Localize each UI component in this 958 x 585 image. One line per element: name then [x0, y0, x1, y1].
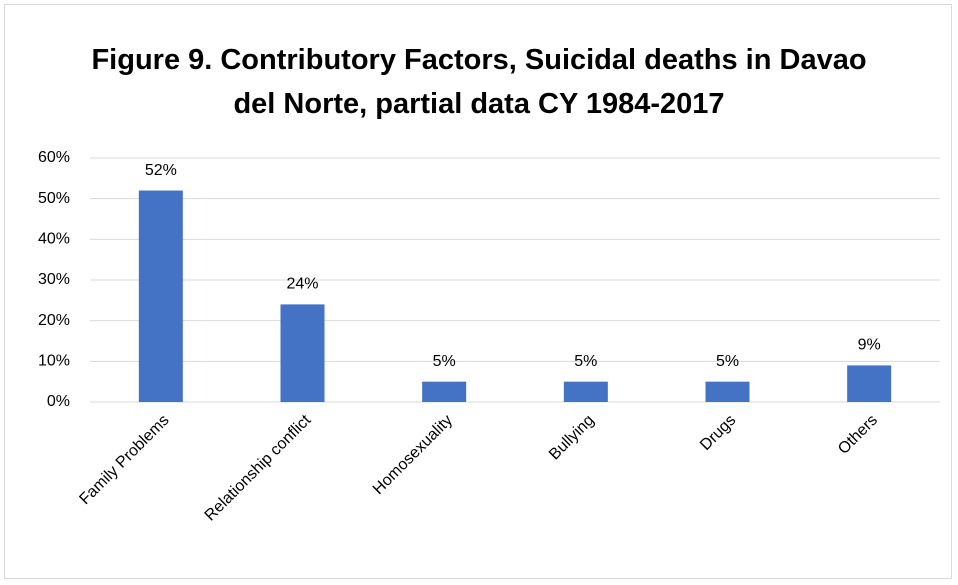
y-tick-label: 60% [38, 149, 70, 166]
bar [563, 381, 608, 402]
y-tick-label: 40% [38, 231, 70, 248]
data-label: 5% [433, 353, 456, 370]
bar [847, 365, 892, 402]
data-label: 9% [858, 337, 881, 354]
bar [705, 381, 750, 402]
y-tick-label: 20% [38, 312, 70, 329]
y-tick-label: 50% [38, 190, 70, 207]
x-tick-label: Relationship conflict [202, 411, 315, 524]
data-label: 5% [716, 353, 739, 370]
data-label: 52% [145, 162, 177, 179]
x-tick-label: Family Problems [76, 412, 172, 508]
data-label: 5% [574, 353, 597, 370]
bar [138, 190, 183, 402]
y-tick-label: 30% [38, 271, 70, 288]
chart-title: Figure 9. Contributory Factors, Suicidal… [91, 44, 867, 120]
chart-frame [4, 4, 952, 579]
bar [422, 381, 467, 402]
y-tick-label: 0% [47, 393, 70, 410]
y-tick-label: 10% [38, 353, 70, 370]
data-label: 24% [286, 276, 318, 293]
bar [280, 304, 325, 402]
x-tick-label: Others [835, 412, 881, 458]
x-tick-label: Bullying [546, 412, 598, 464]
x-tick-label: Drugs [697, 412, 739, 454]
x-tick-label: Homosexuality [370, 412, 456, 498]
